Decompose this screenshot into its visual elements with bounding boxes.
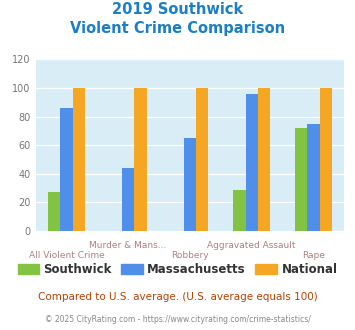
Text: All Violent Crime: All Violent Crime xyxy=(28,251,104,260)
Bar xyxy=(122,168,134,231)
Bar xyxy=(295,128,307,231)
Bar xyxy=(320,88,332,231)
Bar xyxy=(184,138,196,231)
Bar xyxy=(233,189,246,231)
Text: 2019 Southwick: 2019 Southwick xyxy=(112,2,243,16)
Bar xyxy=(258,88,270,231)
Bar xyxy=(72,88,85,231)
Text: Violent Crime Comparison: Violent Crime Comparison xyxy=(70,21,285,36)
Bar xyxy=(307,124,320,231)
Bar xyxy=(48,192,60,231)
Text: Compared to U.S. average. (U.S. average equals 100): Compared to U.S. average. (U.S. average … xyxy=(38,292,317,302)
Bar xyxy=(196,88,208,231)
Text: Robbery: Robbery xyxy=(171,251,209,260)
Text: Aggravated Assault: Aggravated Assault xyxy=(207,241,296,250)
Text: © 2025 CityRating.com - https://www.cityrating.com/crime-statistics/: © 2025 CityRating.com - https://www.city… xyxy=(45,315,310,324)
Bar xyxy=(246,94,258,231)
Bar xyxy=(134,88,147,231)
Text: Murder & Mans...: Murder & Mans... xyxy=(89,241,167,250)
Legend: Southwick, Massachusetts, National: Southwick, Massachusetts, National xyxy=(13,258,342,281)
Text: Rape: Rape xyxy=(302,251,325,260)
Bar xyxy=(60,108,72,231)
